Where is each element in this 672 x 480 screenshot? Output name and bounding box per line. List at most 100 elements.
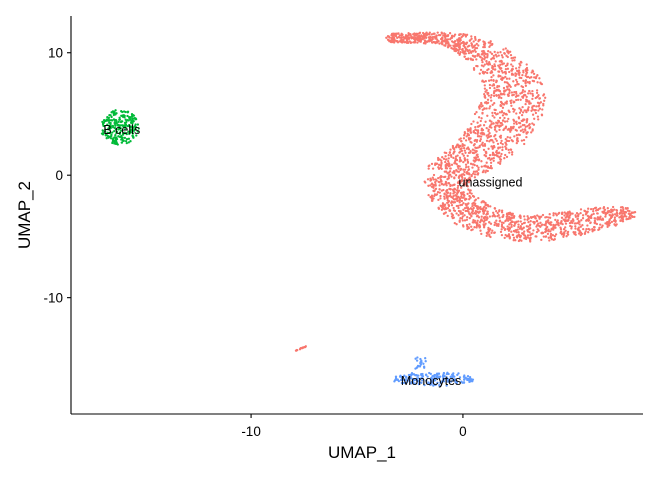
data-point — [113, 126, 117, 130]
data-point — [492, 122, 495, 125]
data-point — [517, 126, 521, 129]
data-point — [452, 150, 456, 154]
data-point — [114, 138, 118, 142]
data-point — [523, 215, 526, 218]
data-point — [460, 139, 463, 143]
data-point — [101, 120, 104, 124]
data-point — [437, 206, 440, 209]
data-point — [503, 51, 506, 55]
data-point — [613, 213, 617, 216]
data-point — [489, 41, 492, 45]
data-point — [404, 376, 408, 379]
data-point — [426, 33, 429, 36]
data-point — [587, 207, 590, 210]
data-point — [457, 164, 460, 168]
data-point — [488, 166, 492, 170]
data-point — [477, 196, 480, 200]
data-point — [424, 360, 427, 363]
data-point — [127, 124, 131, 127]
data-point — [506, 67, 510, 70]
data-point — [524, 68, 528, 71]
data-point — [435, 40, 439, 44]
data-point — [482, 148, 486, 152]
data-point — [531, 122, 534, 125]
data-point — [550, 227, 553, 231]
data-point — [468, 189, 471, 192]
data-point — [529, 240, 532, 243]
data-point — [427, 167, 430, 170]
data-point — [137, 127, 140, 130]
data-point — [516, 138, 519, 141]
data-point — [506, 128, 509, 131]
data-point — [452, 183, 456, 187]
data-point — [566, 230, 570, 234]
data-point — [475, 210, 478, 213]
data-point — [526, 236, 529, 239]
data-point — [512, 216, 515, 219]
data-point — [529, 220, 532, 223]
data-point — [530, 76, 533, 79]
data-point — [501, 143, 504, 146]
data-point — [475, 215, 479, 218]
data-point — [523, 128, 527, 131]
data-point — [466, 192, 469, 196]
data-point — [118, 135, 122, 139]
data-point — [400, 36, 403, 40]
data-point — [534, 111, 538, 115]
data-point — [453, 41, 456, 44]
data-point — [113, 118, 116, 122]
data-point — [477, 105, 481, 109]
data-point — [109, 114, 112, 117]
data-point — [424, 357, 427, 360]
data-point — [467, 181, 471, 184]
data-point — [454, 44, 457, 47]
data-point — [469, 149, 472, 153]
data-point — [459, 168, 462, 172]
data-point — [561, 232, 564, 235]
data-point — [461, 142, 464, 146]
data-point — [531, 89, 534, 93]
data-point — [474, 38, 477, 42]
data-point — [536, 214, 539, 217]
data-point — [103, 130, 107, 133]
data-point — [437, 372, 440, 375]
data-point — [508, 70, 511, 74]
data-point — [422, 365, 426, 368]
data-point — [460, 203, 464, 207]
data-point — [449, 153, 453, 157]
data-point — [451, 146, 455, 149]
data-point — [469, 50, 472, 53]
data-point — [483, 154, 486, 157]
data-point — [397, 32, 400, 35]
data-point — [488, 45, 491, 49]
data-point — [439, 204, 442, 207]
data-point — [507, 117, 510, 121]
data-point — [465, 204, 468, 207]
data-point — [555, 214, 558, 217]
data-point — [583, 232, 587, 236]
data-point — [442, 157, 446, 160]
data-point — [511, 67, 514, 71]
data-point — [489, 161, 493, 164]
data-point — [439, 33, 442, 37]
data-point — [515, 92, 518, 95]
data-point — [628, 216, 632, 219]
data-point — [514, 95, 518, 98]
data-point — [531, 92, 534, 96]
data-point — [482, 169, 485, 172]
data-point — [525, 95, 528, 99]
data-point — [608, 213, 611, 217]
cluster-label-monocytes: Monocytes — [401, 374, 461, 388]
data-point — [396, 41, 400, 44]
data-point — [427, 40, 430, 43]
data-point — [420, 381, 423, 384]
data-point — [560, 212, 564, 216]
data-point — [470, 211, 473, 214]
data-point — [110, 115, 113, 119]
data-point — [525, 98, 528, 101]
data-point — [467, 226, 471, 230]
data-point — [460, 48, 464, 51]
data-point — [513, 90, 516, 94]
data-point — [467, 202, 470, 205]
data-point — [525, 63, 528, 66]
